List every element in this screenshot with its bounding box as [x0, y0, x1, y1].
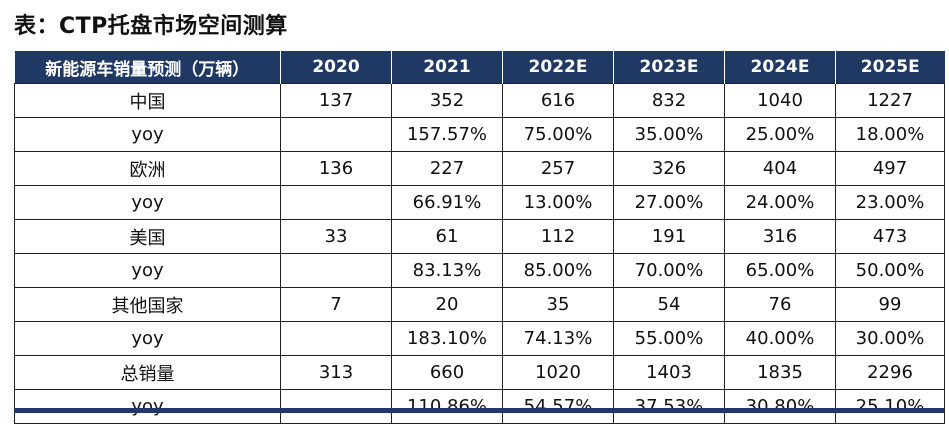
row-label: 欧洲 [14, 151, 281, 186]
table-row: 中国 137 352 616 832 1040 1227 [14, 83, 945, 118]
header-cell-2024e: 2024E [724, 51, 836, 84]
row-label: yoy [14, 253, 281, 288]
table-row: 总销量 313 660 1020 1403 1835 2296 [14, 355, 945, 390]
table-cell: 1835 [724, 355, 836, 390]
table-cell: 13.00% [502, 185, 614, 220]
ev-sales-forecast-table: 新能源车销量预测（万辆） 2020 2021 2022E 2023E 2024E… [14, 51, 945, 424]
table-cell: 50.00% [835, 253, 945, 288]
table-bottom-rule [14, 408, 944, 413]
table-cell: 70.00% [613, 253, 725, 288]
table-cell: 404 [724, 151, 836, 186]
table-cell: 74.13% [502, 321, 614, 356]
table-cell: 18.00% [835, 117, 945, 152]
table-cell: 54 [613, 287, 725, 322]
table-cell: 85.00% [502, 253, 614, 288]
table-cell: 65.00% [724, 253, 836, 288]
table-cell: 37.53% [613, 389, 725, 424]
table-cell: 660 [391, 355, 503, 390]
table-cell: 83.13% [391, 253, 503, 288]
row-label: 中国 [14, 83, 281, 118]
table-row: 美国 33 61 112 191 316 473 [14, 219, 945, 254]
row-label: 总销量 [14, 355, 281, 390]
row-label: 美国 [14, 219, 281, 254]
table-title: 表：CTP托盘市场空间测算 [14, 14, 288, 39]
table-row: yoy 157.57% 75.00% 35.00% 25.00% 18.00% [14, 117, 945, 152]
table-cell [280, 185, 392, 220]
table-cell: 136 [280, 151, 392, 186]
table-row: 其他国家 7 20 35 54 76 99 [14, 287, 945, 322]
header-cell-label: 新能源车销量预测（万辆） [14, 51, 281, 84]
table-row: yoy 183.10% 74.13% 55.00% 40.00% 30.00% [14, 321, 945, 356]
table-cell: 55.00% [613, 321, 725, 356]
table-cell: 497 [835, 151, 945, 186]
table-cell: 137 [280, 83, 392, 118]
table-cell: 75.00% [502, 117, 614, 152]
header-row: 新能源车销量预测（万辆） 2020 2021 2022E 2023E 2024E… [14, 51, 945, 84]
header-cell-2022e: 2022E [502, 51, 614, 84]
table-cell: 1227 [835, 83, 945, 118]
header-cell-2021: 2021 [391, 51, 503, 84]
table-cell: 183.10% [391, 321, 503, 356]
table-cell: 352 [391, 83, 503, 118]
table-row: yoy 83.13% 85.00% 70.00% 65.00% 50.00% [14, 253, 945, 288]
table-cell: 99 [835, 287, 945, 322]
table-cell: 2296 [835, 355, 945, 390]
table-cell: 326 [613, 151, 725, 186]
table-row: yoy 66.91% 13.00% 27.00% 24.00% 23.00% [14, 185, 945, 220]
table-cell: 227 [391, 151, 503, 186]
table-cell: 35 [502, 287, 614, 322]
table-cell: 1040 [724, 83, 836, 118]
table-cell: 35.00% [613, 117, 725, 152]
table-cell: 40.00% [724, 321, 836, 356]
table-cell: 33 [280, 219, 392, 254]
table-cell: 832 [613, 83, 725, 118]
header-cell-2020: 2020 [280, 51, 392, 84]
row-label: 其他国家 [14, 287, 281, 322]
table-cell: 110.86% [391, 389, 503, 424]
table-cell: 27.00% [613, 185, 725, 220]
table-cell: 76 [724, 287, 836, 322]
table-cell: 23.00% [835, 185, 945, 220]
table-cell: 1403 [613, 355, 725, 390]
table-cell: 54.57% [502, 389, 614, 424]
header-cell-2025e: 2025E [835, 51, 945, 84]
table-cell: 257 [502, 151, 614, 186]
table-cell [280, 253, 392, 288]
table-cell: 30.80% [724, 389, 836, 424]
table-cell: 24.00% [724, 185, 836, 220]
table-cell [280, 389, 392, 424]
table-cell: 313 [280, 355, 392, 390]
table-cell: 25.00% [724, 117, 836, 152]
row-label: yoy [14, 321, 281, 356]
table-cell: 30.00% [835, 321, 945, 356]
row-label: yoy [14, 117, 281, 152]
table-cell [280, 117, 392, 152]
table-cell: 61 [391, 219, 503, 254]
table-cell: 25.10% [835, 389, 945, 424]
row-label: yoy [14, 185, 281, 220]
table-cell: 1020 [502, 355, 614, 390]
table-cell: 20 [391, 287, 503, 322]
table-cell: 473 [835, 219, 945, 254]
table-cell: 7 [280, 287, 392, 322]
row-label: yoy [14, 389, 281, 424]
table-cell: 316 [724, 219, 836, 254]
table-cell: 112 [502, 219, 614, 254]
table-cell: 157.57% [391, 117, 503, 152]
table-cell [280, 321, 392, 356]
table-cell: 616 [502, 83, 614, 118]
header-cell-2023e: 2023E [613, 51, 725, 84]
table-row: yoy 110.86% 54.57% 37.53% 30.80% 25.10% [14, 389, 945, 424]
table-cell: 66.91% [391, 185, 503, 220]
table-row: 欧洲 136 227 257 326 404 497 [14, 151, 945, 186]
table-cell: 191 [613, 219, 725, 254]
